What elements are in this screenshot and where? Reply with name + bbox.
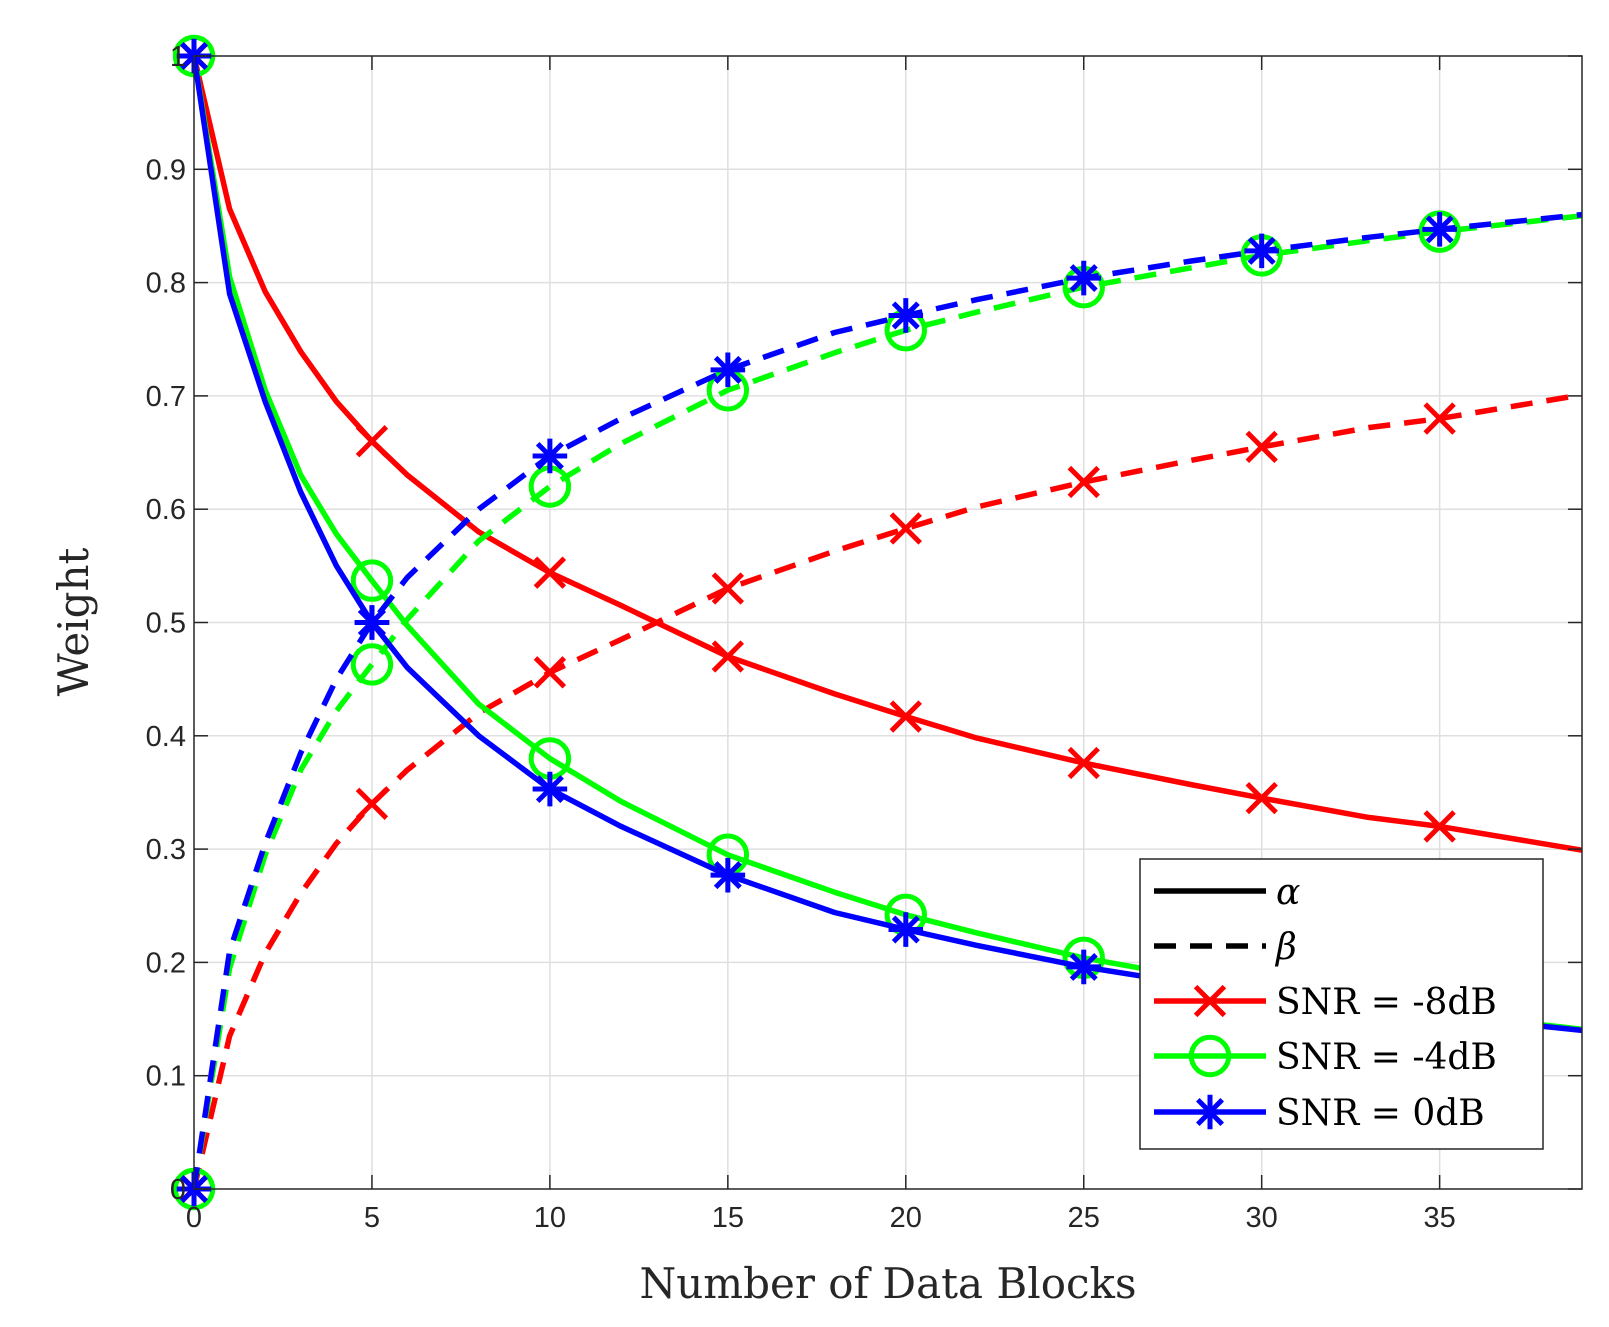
legend-label: SNR = 0dB (1276, 1093, 1485, 1134)
y-tick-label: 0 (170, 1174, 186, 1206)
series-line (191, 211, 1583, 1190)
data-point-marker (1066, 949, 1102, 985)
legend-entry: β (1154, 927, 1297, 968)
y-tick-label: 0.6 (146, 494, 186, 526)
series-line (191, 392, 1583, 1190)
series-line (191, 55, 1583, 853)
data-point-marker (350, 559, 394, 602)
y-tick-label: 0.9 (146, 154, 186, 186)
x-tick-label: 35 (1424, 1202, 1456, 1234)
legend-entry: SNR = -8dB (1154, 982, 1497, 1023)
y-tick-label: 0.4 (146, 721, 186, 753)
x-tick-label: 15 (712, 1202, 744, 1234)
data-point-marker (532, 438, 568, 474)
data-point-marker (1067, 465, 1100, 499)
data-point-marker (1245, 430, 1278, 464)
tick-labels: 0 5 10 15 20 25 30 35 0 0.1 0.2 0.3 0.4 0.5 0.6 0.7 0.8 0… (146, 41, 1456, 1234)
y-axis-title: Weight (49, 547, 98, 696)
legend: αβ SNR = -8dB SNR = -4dB SNR = 0dB (1139, 858, 1544, 1150)
data-point-marker (1423, 402, 1456, 435)
data-point-marker (532, 771, 568, 807)
data-point-marker (1244, 233, 1279, 269)
legend-entry: SNR = -4dB (1154, 1034, 1497, 1078)
data-point-marker (1423, 810, 1456, 843)
x-tick-label: 5 (364, 1202, 380, 1234)
legend-label: β (1274, 927, 1297, 968)
data-point-marker (355, 425, 389, 458)
data-point-marker (350, 643, 394, 686)
x-axis-title: Number of Data Blocks (639, 1259, 1136, 1308)
y-tick-label: 0.3 (146, 834, 186, 866)
legend-label: SNR = -4dB (1276, 1037, 1497, 1078)
data-point-marker (889, 512, 922, 545)
data-point-marker (355, 787, 389, 820)
legend-marker (1188, 1034, 1232, 1078)
data-point-marker (711, 640, 745, 673)
data-point-marker (889, 700, 922, 733)
data-point-marker (1067, 746, 1100, 780)
data-point-marker (888, 298, 924, 333)
legend-entry: SNR = 0dB (1154, 1093, 1485, 1134)
legend-entry: α (1154, 872, 1300, 913)
data-point-marker (1245, 781, 1278, 815)
legend-marker (1193, 984, 1227, 1018)
y-tick-label: 0.8 (146, 268, 186, 300)
data-point-marker (354, 605, 390, 640)
y-tick-label: 0.7 (146, 381, 186, 413)
x-tick-label: 25 (1068, 1202, 1100, 1234)
y-tick-label: 0.1 (146, 1061, 186, 1093)
legend-box (1139, 858, 1544, 1150)
legend-marker (1192, 1094, 1228, 1130)
y-tick-label: 0.2 (146, 947, 186, 979)
data-point-marker (1422, 212, 1457, 247)
legend-label: SNR = -8dB (1276, 982, 1497, 1023)
x-tick-label: 30 (1246, 1202, 1278, 1234)
data-point-marker (888, 912, 924, 947)
x-tick-label: 0 (186, 1202, 202, 1234)
y-tick-label: 1 (170, 41, 186, 73)
x-tick-label: 20 (890, 1202, 922, 1234)
data-point-marker (710, 352, 746, 388)
ticks (193, 55, 1582, 1190)
data-point-marker (533, 656, 567, 689)
y-tick-label: 0.5 (146, 608, 186, 640)
data-point-marker (710, 857, 746, 893)
data-point-marker (1066, 260, 1102, 296)
series-line (191, 213, 1583, 1190)
x-tick-label: 10 (534, 1202, 566, 1234)
data-point-marker (533, 556, 567, 589)
legend-label: α (1276, 872, 1300, 913)
data-point-marker (711, 572, 745, 605)
